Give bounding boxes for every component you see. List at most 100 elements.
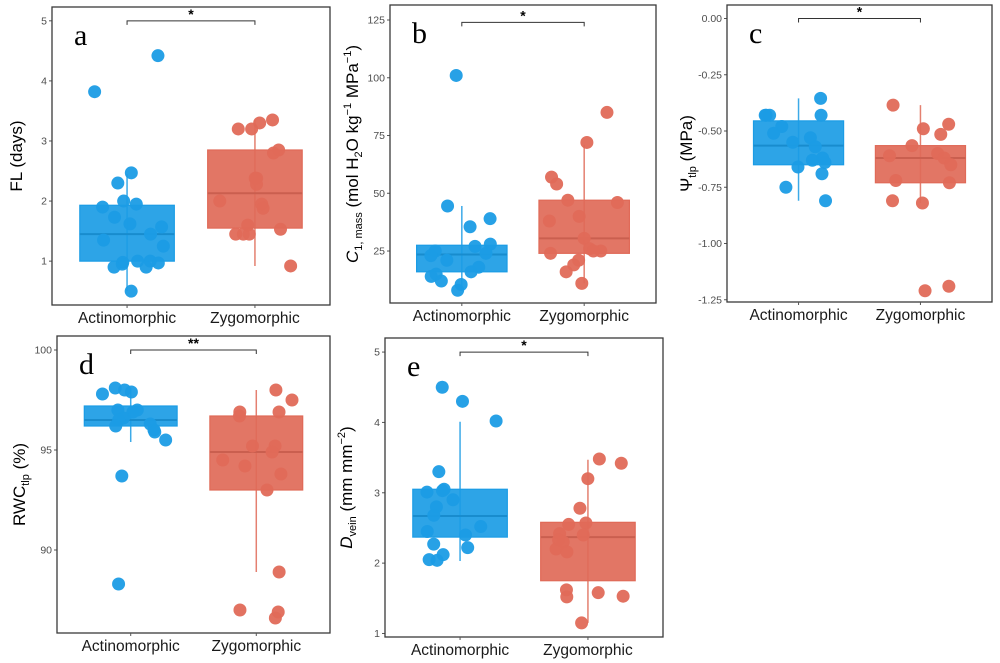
panel-frame <box>384 337 664 638</box>
data-point <box>112 577 126 591</box>
data-point <box>544 246 558 260</box>
y-tick-label: 3 <box>41 135 47 147</box>
data-point <box>233 603 247 617</box>
data-point <box>573 501 587 515</box>
data-point <box>441 199 455 213</box>
panel-frame <box>389 4 657 304</box>
data-point <box>616 589 630 603</box>
data-point <box>808 140 822 154</box>
data-point <box>430 553 444 567</box>
y-tick-label: 5 <box>374 347 380 359</box>
panel-a: 1 2 3 4 5 Actinomorphic Zygomorphic * a FL (days) <box>7 6 331 327</box>
data-point <box>455 394 469 408</box>
y-tick-label: -0.75 <box>698 182 722 194</box>
data-point <box>763 108 777 122</box>
data-point <box>156 239 170 253</box>
data-point <box>446 493 460 507</box>
significance-label: * <box>520 7 526 23</box>
data-point <box>440 253 454 267</box>
y-tick-label: 50 <box>373 188 385 200</box>
x-tick-label: Zygomorphic <box>543 642 633 659</box>
series-zygomorphic <box>538 105 631 290</box>
data-point <box>216 453 230 467</box>
significance-bracket <box>798 18 921 23</box>
panel-b: 25 50 75 100 125 Actinomorphic Zygomorphic * b C1… <box>342 4 657 325</box>
data-point <box>231 122 245 136</box>
data-point <box>139 260 153 274</box>
data-point <box>435 380 449 394</box>
y-tick-label: 0.00 <box>702 13 723 25</box>
y-tick-label: -1.25 <box>698 294 722 306</box>
data-point <box>560 590 574 604</box>
series-zygomorphic <box>874 98 967 298</box>
data-point <box>451 283 465 297</box>
series-zygomorphic <box>540 452 636 630</box>
series-actinomorphic <box>83 381 178 591</box>
data-point <box>814 91 828 105</box>
y-tick-label: 100 <box>367 72 385 84</box>
data-point <box>560 545 574 559</box>
data-point <box>245 439 259 453</box>
data-point <box>818 156 832 169</box>
data-point <box>479 246 493 260</box>
data-point <box>213 194 227 208</box>
x-tick-label: Actinomorphic <box>749 307 847 324</box>
panel-d: 90 95 100 Actinomorphic Zygomorphic ** d RWCtlp… <box>10 335 331 655</box>
significance-bracket <box>461 21 585 27</box>
data-point <box>942 176 956 190</box>
data-point <box>109 419 123 433</box>
data-point <box>436 484 450 498</box>
data-point <box>819 194 833 208</box>
data-point <box>424 249 438 263</box>
significance-bracket <box>126 20 256 25</box>
significance-label: * <box>857 4 863 20</box>
y-tick-label: 90 <box>40 545 52 557</box>
data-point <box>129 197 143 211</box>
x-tick-label: Actinomorphic <box>82 638 180 655</box>
data-point <box>124 284 138 298</box>
y-tick-label: 3 <box>374 487 380 499</box>
significance-label: * <box>188 6 194 22</box>
data-point <box>123 217 137 231</box>
series-zygomorphic <box>207 113 303 273</box>
data-point <box>575 616 589 630</box>
data-point <box>586 244 600 258</box>
x-tick-label: Actinomorphic <box>411 642 509 659</box>
data-point <box>266 146 280 160</box>
y-tick-label: 75 <box>373 130 385 142</box>
data-point <box>489 414 503 428</box>
data-point <box>942 279 956 293</box>
data-point <box>562 517 576 531</box>
data-point <box>468 239 482 253</box>
data-point <box>600 105 614 119</box>
data-point <box>815 167 829 181</box>
data-point <box>155 220 169 234</box>
panel-frame <box>51 6 331 306</box>
y-axis-title: Ψtlp​ (MPa) <box>677 115 699 192</box>
data-point <box>889 174 903 187</box>
x-tick-label: Zygomorphic <box>876 307 966 324</box>
data-point <box>434 274 448 288</box>
y-tick-label: -0.50 <box>698 126 722 138</box>
data-point <box>791 160 805 174</box>
data-point <box>269 383 283 397</box>
significance-bracket <box>130 349 257 354</box>
data-point <box>580 135 594 149</box>
panel-letter: c <box>749 17 762 50</box>
data-point <box>238 459 252 473</box>
data-point <box>148 425 162 439</box>
data-point <box>942 117 956 131</box>
y-tick-label: 95 <box>40 445 52 457</box>
data-point <box>561 193 575 207</box>
y-tick-label: -0.25 <box>698 69 722 81</box>
data-point <box>483 212 497 226</box>
data-point <box>579 516 593 530</box>
y-tick-label: 4 <box>374 417 380 429</box>
y-tick-label: 2 <box>41 196 47 208</box>
y-tick-label: 25 <box>373 246 385 258</box>
data-point <box>814 108 828 122</box>
data-point <box>111 176 125 190</box>
data-point <box>96 200 110 214</box>
data-point <box>97 233 111 247</box>
data-point <box>108 210 122 224</box>
